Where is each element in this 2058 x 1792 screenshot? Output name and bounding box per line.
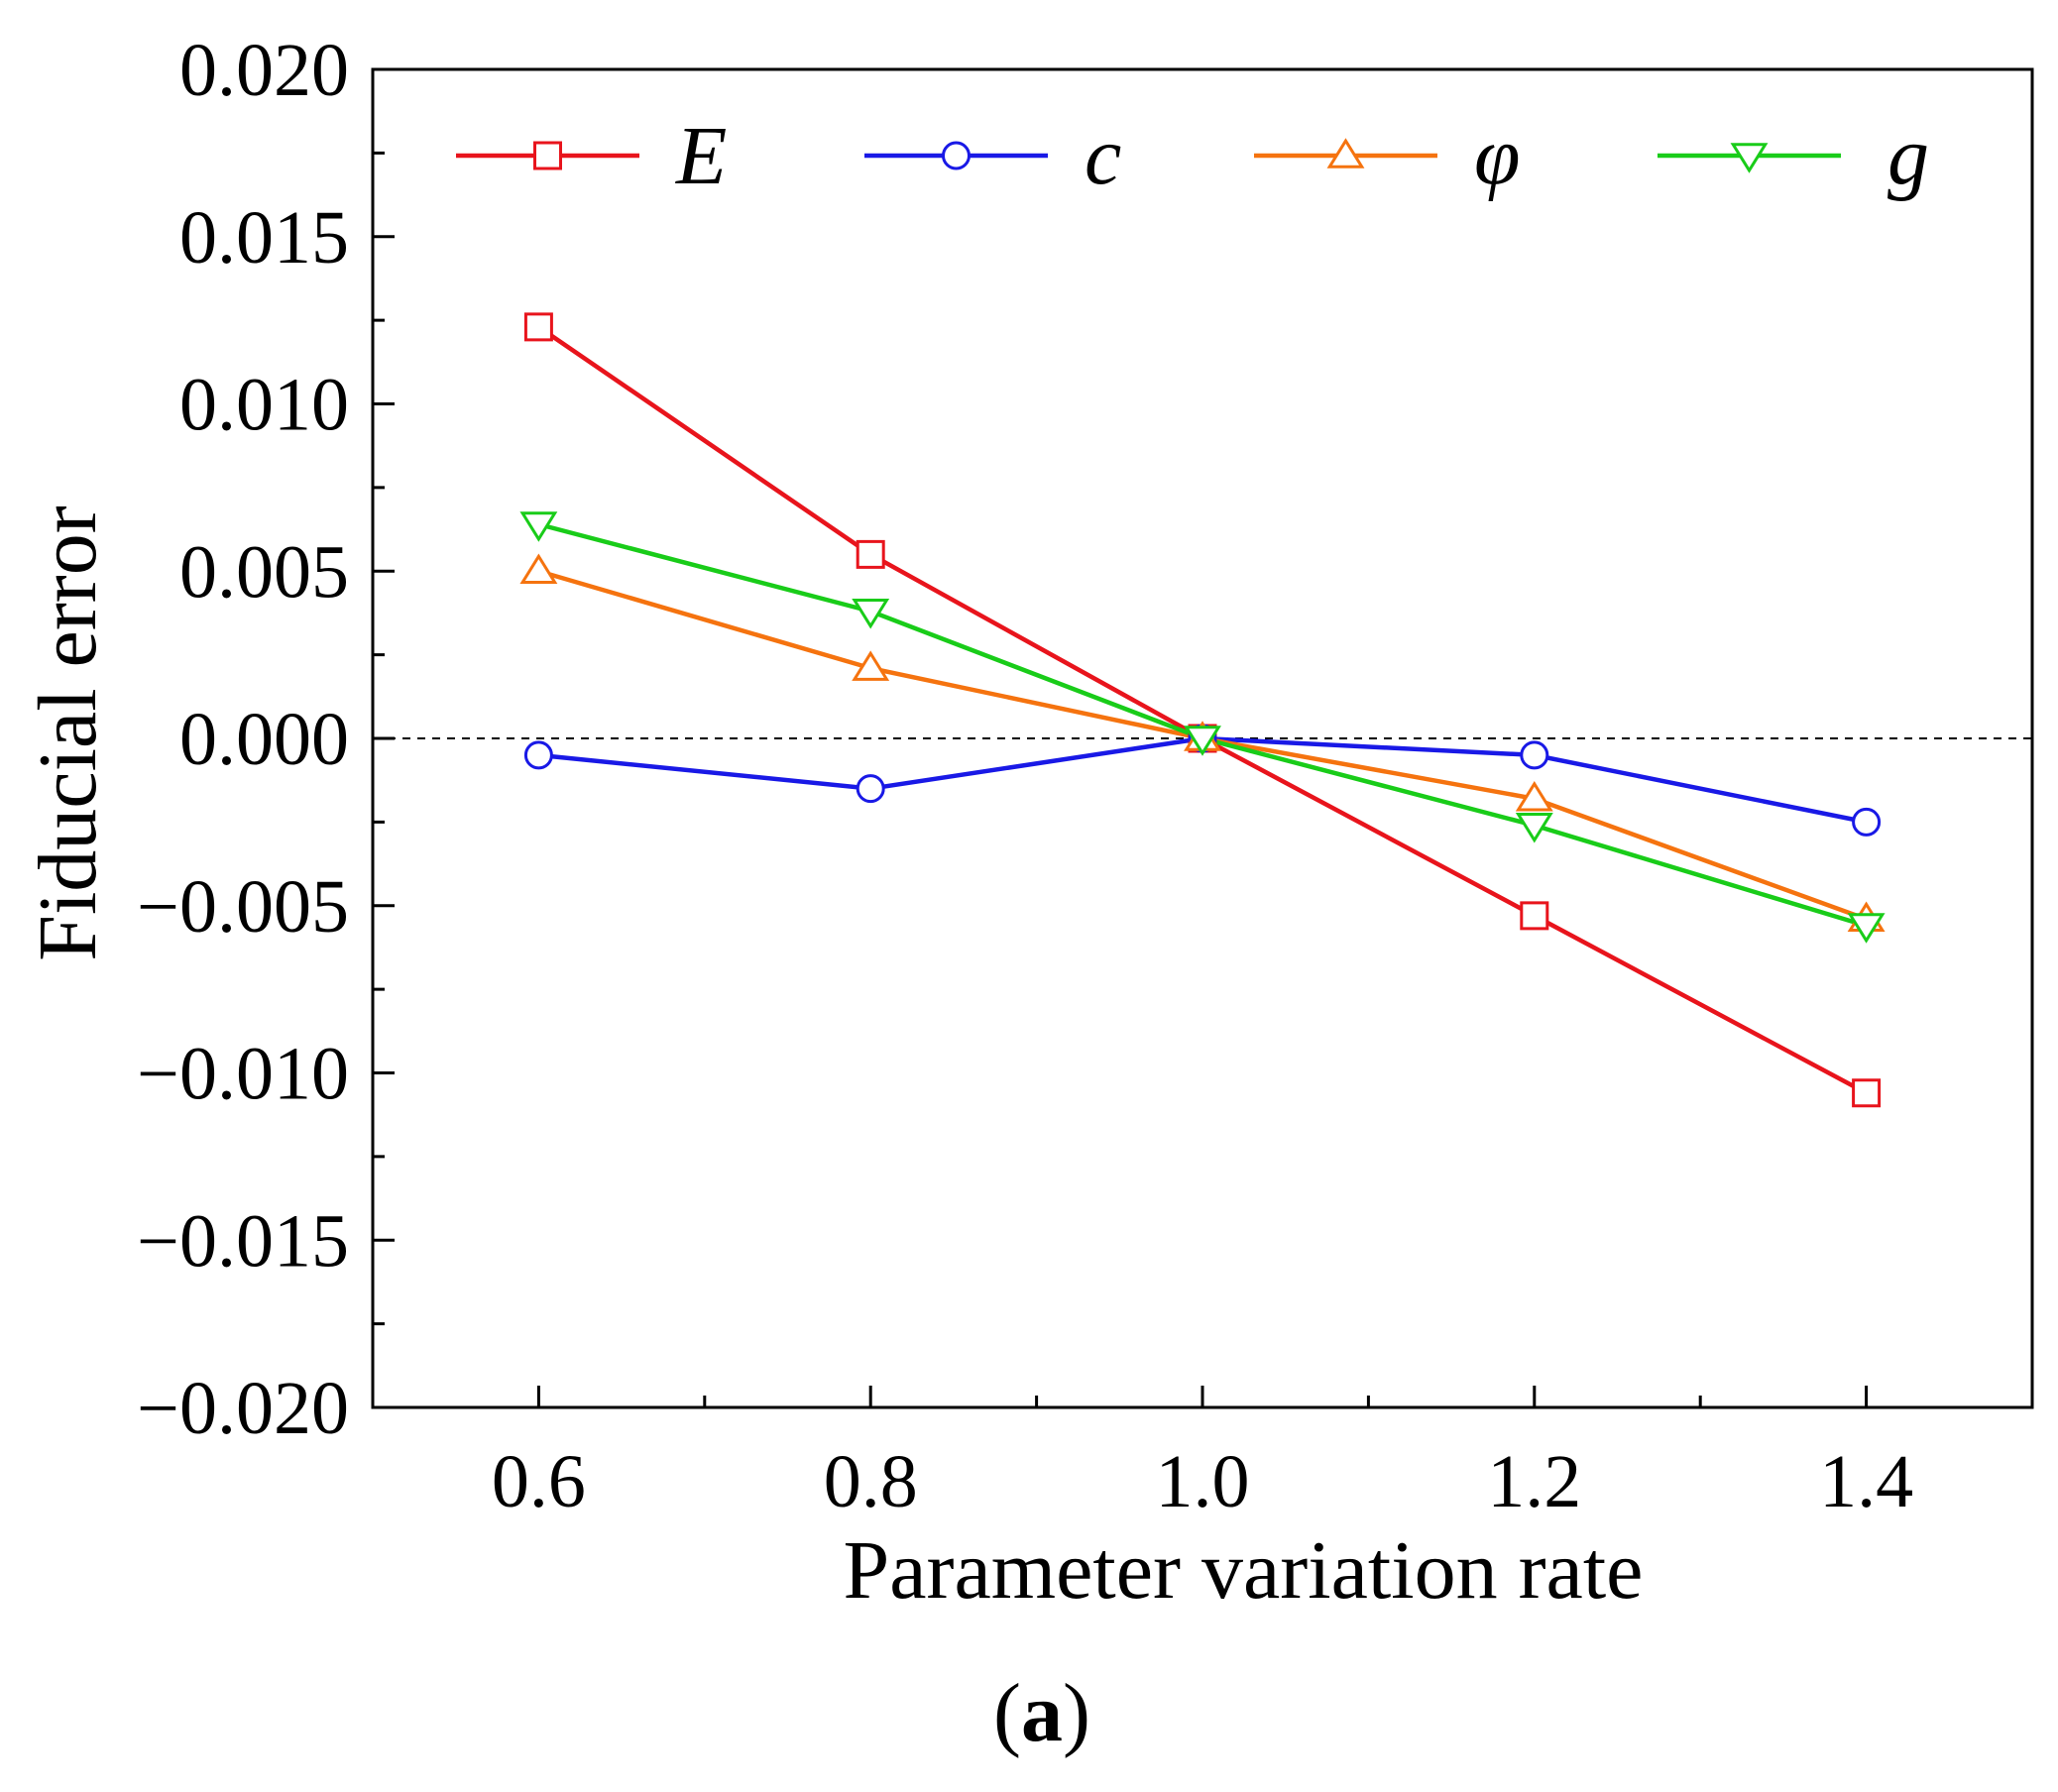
x-tick-label: 1.2 bbox=[1487, 1440, 1581, 1523]
y-tick-label: −0.010 bbox=[137, 1033, 349, 1116]
legend-label-4: g bbox=[1887, 110, 1929, 202]
panel-label-letter: a bbox=[1021, 1667, 1063, 1759]
x-tick-label: 0.6 bbox=[492, 1440, 586, 1523]
series-3-point bbox=[1515, 780, 1553, 812]
series-4-point bbox=[1515, 813, 1553, 843]
y-tick-label: −0.015 bbox=[137, 1199, 349, 1283]
series-3-point bbox=[852, 650, 890, 681]
series-4-point bbox=[1184, 726, 1221, 756]
series-3-point bbox=[519, 553, 558, 584]
legend-marker-1 bbox=[533, 141, 562, 170]
legend-marker-4 bbox=[1730, 143, 1769, 173]
series-2-point bbox=[1852, 807, 1882, 837]
series-2-point bbox=[1520, 740, 1549, 770]
series-1-point bbox=[1520, 901, 1549, 931]
series-4-point bbox=[1847, 913, 1886, 944]
y-tick-label: 0.020 bbox=[179, 29, 349, 112]
legend-label-1: E bbox=[675, 110, 727, 202]
series-1-point bbox=[523, 312, 553, 342]
y-tick-label: −0.020 bbox=[137, 1367, 349, 1450]
legend-label-2: c bbox=[1085, 110, 1121, 202]
y-tick-label: 0.010 bbox=[179, 364, 349, 447]
panel-label-open: ( bbox=[993, 1667, 1021, 1759]
legend-label-3: φ bbox=[1474, 110, 1520, 202]
series-1-point bbox=[1852, 1078, 1882, 1108]
legend-marker-2 bbox=[942, 141, 971, 170]
series-2-point bbox=[856, 774, 885, 804]
y-axis-title: Fiducial error bbox=[22, 505, 114, 961]
y-tick-label: 0.005 bbox=[179, 530, 349, 614]
y-tick-label: 0.015 bbox=[179, 196, 349, 280]
series-4-point bbox=[519, 511, 558, 542]
x-tick-label: 1.0 bbox=[1156, 1440, 1250, 1523]
x-axis-title: Parameter variation rate bbox=[844, 1524, 1644, 1617]
y-tick-label: 0.000 bbox=[179, 698, 349, 781]
series-4-point bbox=[852, 599, 890, 629]
x-tick-label: 0.8 bbox=[824, 1440, 918, 1523]
plot-area: 0.020 0.015 0.010 0.005 0.000 −0.005 −0.010 −0.… bbox=[137, 29, 2034, 1523]
legend-marker-3 bbox=[1326, 138, 1365, 168]
panel-label-close: ) bbox=[1063, 1667, 1090, 1759]
panel-label: (a) bbox=[993, 1667, 1090, 1759]
series-1-line bbox=[537, 325, 1868, 1095]
series-1-point bbox=[856, 539, 885, 569]
series-2-point bbox=[523, 740, 553, 770]
y-tick-label: −0.005 bbox=[137, 865, 349, 949]
x-tick-label: 1.4 bbox=[1819, 1440, 1913, 1523]
